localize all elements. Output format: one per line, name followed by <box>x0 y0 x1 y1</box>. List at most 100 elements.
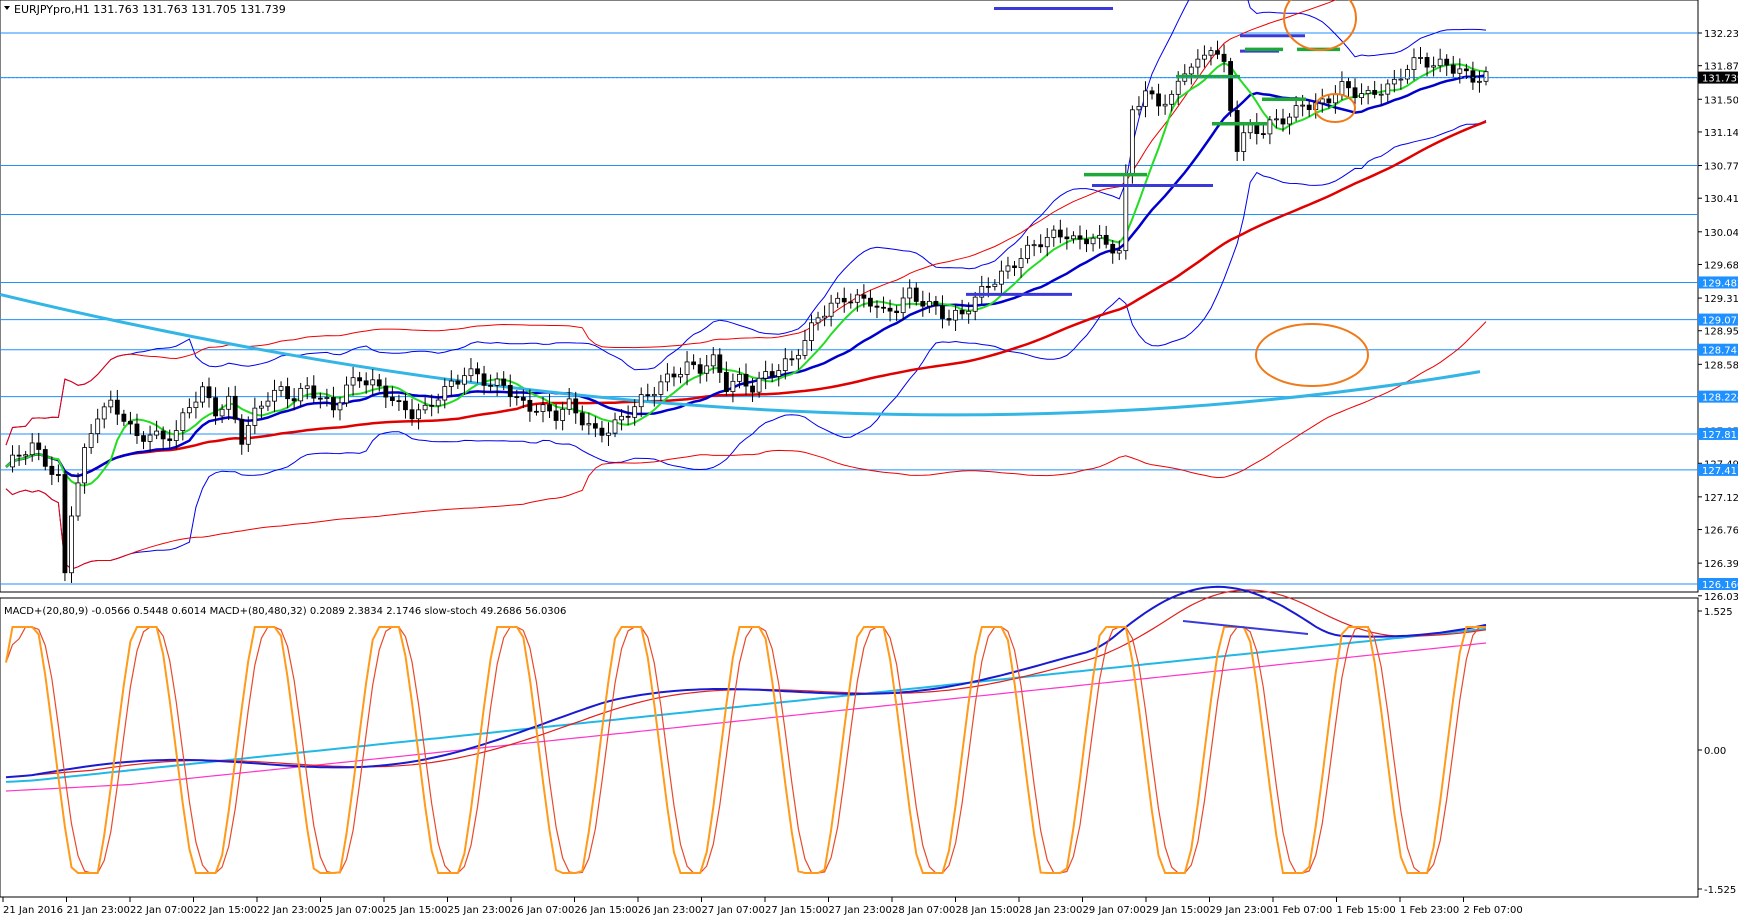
candle-body <box>730 380 736 393</box>
candle-body <box>1228 61 1234 111</box>
trendline-path[interactable] <box>0 292 1481 417</box>
candle-body <box>1398 78 1404 81</box>
candle-body <box>815 317 821 324</box>
price-level-tag <box>1698 71 1738 84</box>
price-tick-label: 129.680 <box>1704 260 1738 271</box>
time-tick-label: 25 Jan 23:00 <box>448 905 511 916</box>
candle-body <box>704 365 710 374</box>
candle-body <box>1169 93 1175 105</box>
price-tick-label: 128.950 <box>1704 327 1738 338</box>
candle-body <box>55 474 61 476</box>
candle-body <box>835 297 841 304</box>
candle-body <box>894 310 900 314</box>
candle-body <box>907 287 913 299</box>
candle-body <box>959 309 965 315</box>
candle-body <box>1143 90 1148 107</box>
candle-body <box>1405 69 1410 80</box>
candle-body <box>625 415 631 418</box>
candle-body <box>1332 94 1338 104</box>
indicator-tick-label: 0.00 <box>1704 746 1726 757</box>
candle-body <box>416 409 421 420</box>
price-tick-label: 132.230 <box>1704 29 1738 40</box>
candle-body <box>946 318 952 321</box>
candle-body <box>717 354 723 373</box>
candle-body <box>691 361 697 366</box>
candle-body <box>1319 98 1325 104</box>
candle-body <box>75 482 81 517</box>
candle-body <box>285 386 290 400</box>
bollinger-80-lower <box>5 321 1487 570</box>
candle-body <box>337 402 343 411</box>
time-tick-label: 22 Jan 07:00 <box>130 905 193 916</box>
candle-body <box>579 412 585 426</box>
candle-body <box>429 404 435 407</box>
candle-body <box>1136 105 1142 111</box>
time-tick-label: 28 Jan 23:00 <box>1019 905 1082 916</box>
price-tick-label: 131.140 <box>1704 128 1738 139</box>
candle-body <box>750 385 755 393</box>
candle-body <box>468 368 474 377</box>
candle-body <box>599 427 605 436</box>
time-tick-label: 27 Jan 15:00 <box>765 905 828 916</box>
orange-ellipse-mark[interactable] <box>1314 93 1356 123</box>
candle-body <box>186 407 192 414</box>
price-tick-label: 126.760 <box>1704 526 1738 537</box>
candle-body <box>1444 58 1450 66</box>
candle-body <box>953 309 958 321</box>
indicator-panel[interactable]: 1.525 0.00 -1.525 MACD+(20,80,9) -0.0566 0… <box>0 585 1736 898</box>
candle-body <box>861 294 867 299</box>
price-panel[interactable]: 132.230 131.870 131.500 131.140 130.770 130.4… <box>0 0 1738 603</box>
time-tick-label: 28 Jan 15:00 <box>956 905 1019 916</box>
candle-body <box>82 447 87 484</box>
price-tick-label: 131.870 <box>1704 62 1738 73</box>
time-tick-label: 1 Feb 07:00 <box>1273 905 1332 916</box>
candle-body <box>769 371 775 377</box>
candle-body <box>1287 116 1292 125</box>
candle-body <box>697 364 703 374</box>
time-tick-label: 21 Jan 23:00 <box>67 905 130 916</box>
candle-body <box>1431 65 1437 68</box>
trendline[interactable] <box>0 292 1481 417</box>
candle-body <box>619 415 624 421</box>
price-level-tag-label: 129.482 <box>1702 278 1738 289</box>
time-tick-label: 25 Jan 07:00 <box>321 905 384 916</box>
candle-body <box>1202 54 1207 60</box>
candle-body <box>1280 118 1286 125</box>
candle-body <box>160 430 166 440</box>
orange-ellipse-mark[interactable] <box>1255 323 1369 387</box>
price-level-tag-label: 127.417 <box>1702 466 1738 477</box>
candle-body <box>1241 132 1247 152</box>
manual-drawings[interactable] <box>966 0 1369 387</box>
candle-body <box>854 294 860 303</box>
chart-header: EURJPYpro,H1 131.763 131.763 131.705 131… <box>14 3 286 16</box>
indicator-divergence-mark[interactable] <box>1182 620 1309 635</box>
candle-body <box>147 434 153 442</box>
price-level-tag <box>1698 276 1738 289</box>
candle-body <box>940 305 945 319</box>
candle-body <box>62 474 68 574</box>
candle-body <box>128 420 133 425</box>
candle-body <box>1411 57 1417 70</box>
candle-body <box>828 302 834 317</box>
candle-body <box>527 399 533 412</box>
time-tick-label: 2 Feb 07:00 <box>1464 905 1523 916</box>
candle-body <box>448 380 454 387</box>
candle-body <box>278 386 284 391</box>
candle-body <box>134 423 140 436</box>
orange-ellipse-mark[interactable] <box>1283 0 1357 51</box>
candle-body <box>226 395 232 410</box>
candle-body <box>291 398 297 402</box>
candle-body <box>1339 81 1345 96</box>
candle-body <box>1424 57 1430 68</box>
candle-body <box>638 394 644 408</box>
candle-body <box>1215 50 1220 55</box>
candle-body <box>1057 229 1063 238</box>
candle-body <box>933 300 939 307</box>
candle-body <box>141 435 146 442</box>
candle-body <box>1038 244 1044 248</box>
candle-body <box>756 377 762 393</box>
menu-triangle-icon[interactable] <box>4 6 10 10</box>
candle-body <box>540 404 546 412</box>
candle-body <box>232 395 238 420</box>
